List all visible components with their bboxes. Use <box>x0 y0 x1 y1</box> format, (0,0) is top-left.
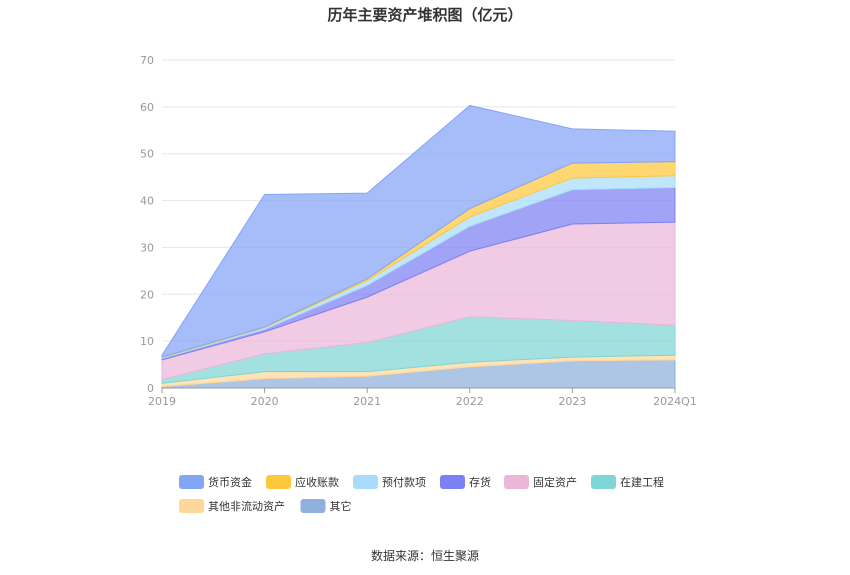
area-series <box>161 104 676 358</box>
x-tick-label: 2021 <box>353 395 381 408</box>
legend-label: 其他非流动资产 <box>208 499 285 513</box>
legend-swatch <box>591 475 616 489</box>
legend-swatch <box>504 475 529 489</box>
y-tick-label: 60 <box>140 101 154 114</box>
legend-item[interactable]: 货币资金 <box>179 475 252 489</box>
legend-label: 其它 <box>330 499 352 513</box>
legend-swatch <box>353 475 378 489</box>
legend-label: 在建工程 <box>620 475 664 489</box>
legend-label: 预付款项 <box>382 475 426 489</box>
legend-label: 货币资金 <box>208 475 252 489</box>
legend-label: 固定资产 <box>533 475 577 489</box>
legend-item[interactable]: 存货 <box>440 475 491 489</box>
data-source: 数据来源：恒生聚源 <box>371 548 479 563</box>
y-tick-label: 50 <box>140 148 154 161</box>
y-tick-label: 70 <box>140 54 154 67</box>
legend-item[interactable]: 在建工程 <box>591 475 664 489</box>
y-tick-label: 0 <box>147 382 154 395</box>
legend-item[interactable]: 其他非流动资产 <box>179 499 285 513</box>
legend-label: 存货 <box>469 475 491 489</box>
x-tick-label: 2023 <box>558 395 586 408</box>
x-tick-label: 2022 <box>456 395 484 408</box>
legend-label: 应收账款 <box>295 475 339 489</box>
legend-item[interactable]: 其它 <box>300 499 352 513</box>
stacked-areas <box>161 104 676 389</box>
x-tick-label: 2024Q1 <box>653 395 697 408</box>
axes: 0 10 20 30 40 50 60 70 2019 2020 2021 2022 2023 2024Q… <box>140 54 697 408</box>
chart-title: 历年主要资产堆积图（亿元） <box>327 6 522 24</box>
legend-item[interactable]: 预付款项 <box>353 475 426 489</box>
legend-item[interactable]: 固定资产 <box>504 475 577 489</box>
legend-swatch <box>266 475 291 489</box>
legend-swatch <box>179 499 204 513</box>
y-tick-label: 10 <box>140 335 154 348</box>
y-tick-label: 40 <box>140 195 154 208</box>
legend-swatch <box>300 499 326 513</box>
y-tick-label: 30 <box>140 241 154 254</box>
legend-swatch <box>179 475 204 489</box>
legend-item[interactable]: 应收账款 <box>266 475 339 489</box>
y-tick-label: 20 <box>140 288 154 301</box>
x-tick-label: 2020 <box>251 395 279 408</box>
legend-swatch <box>440 475 465 489</box>
x-tick-label: 2019 <box>148 395 176 408</box>
